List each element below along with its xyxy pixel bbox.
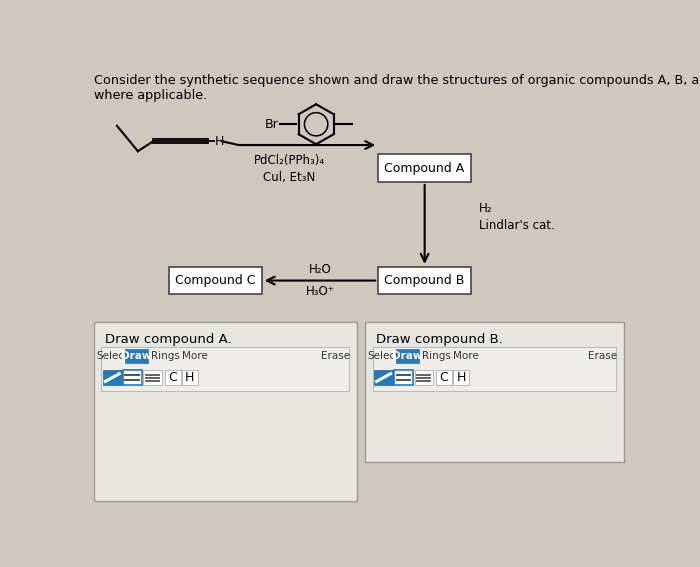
FancyBboxPatch shape <box>165 370 181 386</box>
FancyBboxPatch shape <box>365 322 624 462</box>
Text: More: More <box>181 351 207 361</box>
Text: Br: Br <box>265 118 279 131</box>
Text: Compound C: Compound C <box>175 274 256 287</box>
Text: Select: Select <box>368 351 400 361</box>
FancyBboxPatch shape <box>372 347 616 391</box>
FancyBboxPatch shape <box>94 322 357 501</box>
FancyBboxPatch shape <box>103 370 122 386</box>
Text: H₃O⁺: H₃O⁺ <box>306 285 335 298</box>
Text: Compound B: Compound B <box>384 274 465 287</box>
Text: Rings: Rings <box>150 351 179 361</box>
FancyBboxPatch shape <box>374 370 393 386</box>
Text: C: C <box>169 371 177 384</box>
FancyBboxPatch shape <box>378 266 471 294</box>
FancyBboxPatch shape <box>436 370 452 386</box>
Text: H: H <box>215 135 224 147</box>
FancyBboxPatch shape <box>144 370 162 386</box>
Text: H₂
Lindlar's cat.: H₂ Lindlar's cat. <box>479 202 554 232</box>
Text: Draw compound B.: Draw compound B. <box>376 333 503 346</box>
FancyBboxPatch shape <box>396 349 419 363</box>
FancyBboxPatch shape <box>123 370 141 386</box>
Text: Consider the synthetic sequence shown and draw the structures of organic compoun: Consider the synthetic sequence shown an… <box>94 74 700 102</box>
Text: Erase: Erase <box>587 351 617 361</box>
Text: Erase: Erase <box>321 351 350 361</box>
Text: C: C <box>440 371 449 384</box>
Text: Draw: Draw <box>121 351 152 361</box>
Text: H₂O: H₂O <box>309 263 331 276</box>
Text: More: More <box>453 351 479 361</box>
FancyBboxPatch shape <box>378 154 471 182</box>
FancyBboxPatch shape <box>454 370 469 386</box>
FancyBboxPatch shape <box>169 266 262 294</box>
Text: H: H <box>185 371 195 384</box>
Text: H: H <box>456 371 466 384</box>
Text: PdCl₂(PPh₃)₄
Cul, Et₃N: PdCl₂(PPh₃)₄ Cul, Et₃N <box>253 154 325 184</box>
FancyBboxPatch shape <box>182 370 197 386</box>
Text: Compound A: Compound A <box>384 162 465 175</box>
FancyBboxPatch shape <box>125 349 148 363</box>
FancyBboxPatch shape <box>102 347 349 391</box>
FancyBboxPatch shape <box>394 370 413 386</box>
Text: Draw compound A.: Draw compound A. <box>104 333 231 346</box>
Text: Draw: Draw <box>392 351 423 361</box>
FancyBboxPatch shape <box>414 370 433 386</box>
Text: Rings: Rings <box>422 351 451 361</box>
Text: Select: Select <box>96 351 128 361</box>
